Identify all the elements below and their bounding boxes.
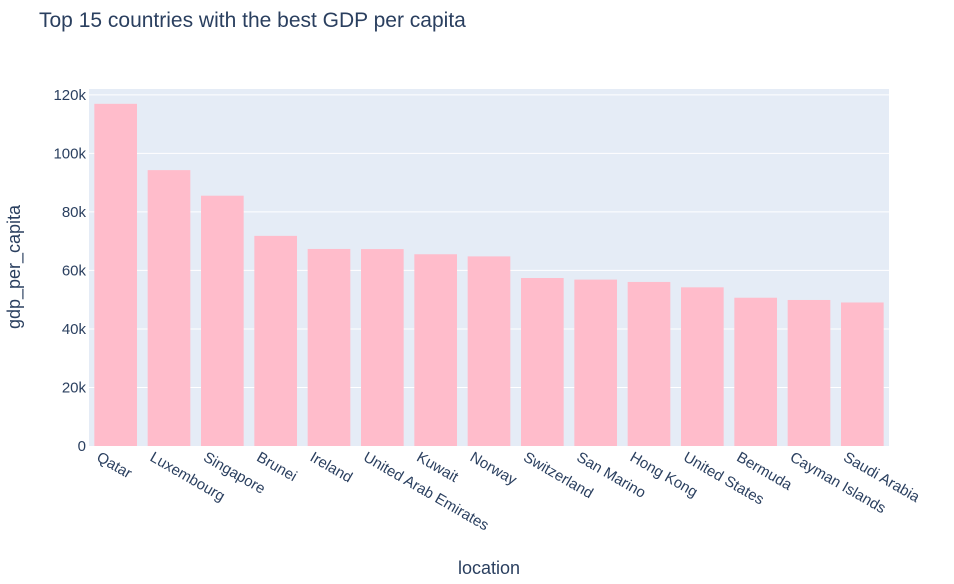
bar[interactable] — [361, 249, 404, 446]
bar[interactable] — [734, 297, 777, 446]
bar[interactable] — [94, 103, 137, 447]
y-axis-title: gdp_per_capita — [4, 204, 25, 329]
bar[interactable] — [414, 254, 457, 446]
bar[interactable] — [787, 299, 831, 446]
bar[interactable] — [201, 195, 244, 446]
x-tick-label: Norway — [467, 449, 520, 489]
x-tick-label: Ireland — [307, 449, 355, 487]
y-tick-label: 20k — [62, 379, 87, 396]
bar[interactable] — [574, 279, 617, 446]
y-tick-label: 40k — [62, 321, 87, 338]
x-axis-title: location — [458, 558, 520, 578]
y-tick-label: 0 — [78, 438, 86, 455]
chart-title: Top 15 countries with the best GDP per c… — [39, 9, 466, 32]
bar[interactable] — [627, 281, 671, 446]
bar[interactable] — [254, 235, 297, 446]
bar[interactable] — [521, 278, 564, 446]
y-tick-label: 80k — [62, 204, 87, 221]
bar[interactable] — [307, 248, 351, 446]
bar[interactable] — [467, 256, 511, 446]
y-tick-labels: 0 20k 40k 60k 80k 100k 120k — [53, 87, 86, 455]
bar[interactable] — [681, 287, 724, 446]
x-tick-label: Cayman Islands — [787, 449, 889, 518]
y-tick-label: 100k — [53, 145, 86, 162]
bars — [94, 103, 884, 447]
bar[interactable] — [841, 302, 884, 446]
bar[interactable] — [147, 170, 191, 446]
y-tick-label: 60k — [62, 262, 87, 279]
y-tick-label: 120k — [53, 87, 86, 104]
x-tick-label: Qatar — [94, 449, 135, 482]
